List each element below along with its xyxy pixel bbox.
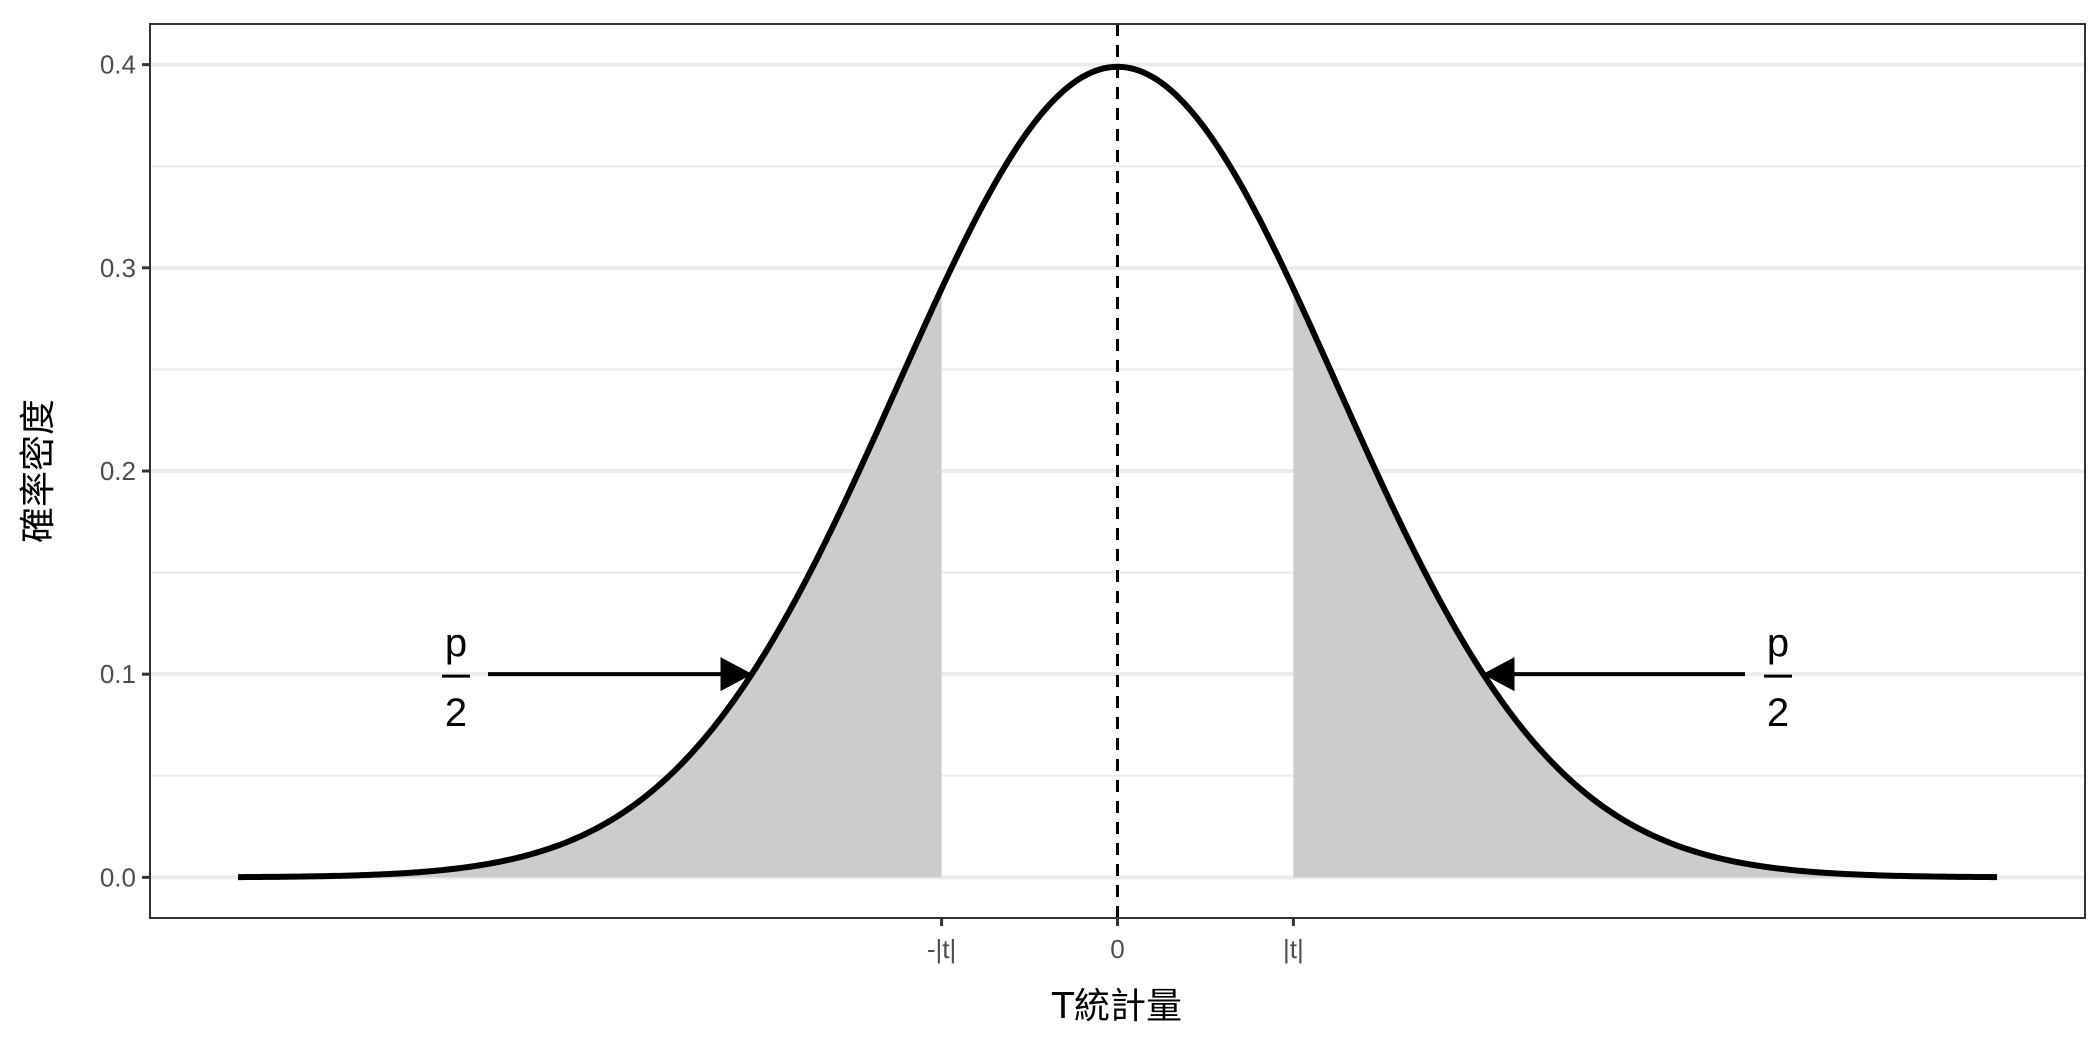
y-tick-label: 0.4 xyxy=(100,50,136,80)
y-tick-label: 0.3 xyxy=(100,253,136,283)
annotation-right-numerator: p xyxy=(1767,621,1789,665)
annotation-right-denominator: 2 xyxy=(1767,691,1789,735)
annotation-left-numerator: p xyxy=(445,621,467,665)
annotation-left: p 2 xyxy=(442,621,753,735)
x-tick-label: -|t| xyxy=(927,934,956,964)
x-axis-title: T統計量 xyxy=(1051,986,1182,1027)
x-tick-label: |t| xyxy=(1283,934,1304,964)
shaded-tail-1 xyxy=(1293,288,1998,878)
y-tick-label: 0.1 xyxy=(100,659,136,689)
y-axis: 0.0 0.1 0.2 0.3 0.4 xyxy=(100,50,150,892)
shaded-tail-0 xyxy=(237,288,942,878)
y-tick-label: 0.2 xyxy=(100,456,136,486)
annotation-right: p 2 xyxy=(1482,621,1792,735)
annotation-left-denominator: 2 xyxy=(445,691,467,735)
x-axis: -|t| 0 |t| xyxy=(927,918,1304,964)
y-axis-title: 確率密度 xyxy=(18,399,59,543)
shaded-tails xyxy=(237,288,1998,878)
arrowhead-right xyxy=(1482,657,1515,692)
x-tick-label: 0 xyxy=(1110,934,1124,964)
y-tick-label: 0.0 xyxy=(100,862,136,892)
arrowhead-left xyxy=(720,657,753,692)
annotations: p 2 p 2 xyxy=(442,621,1792,735)
